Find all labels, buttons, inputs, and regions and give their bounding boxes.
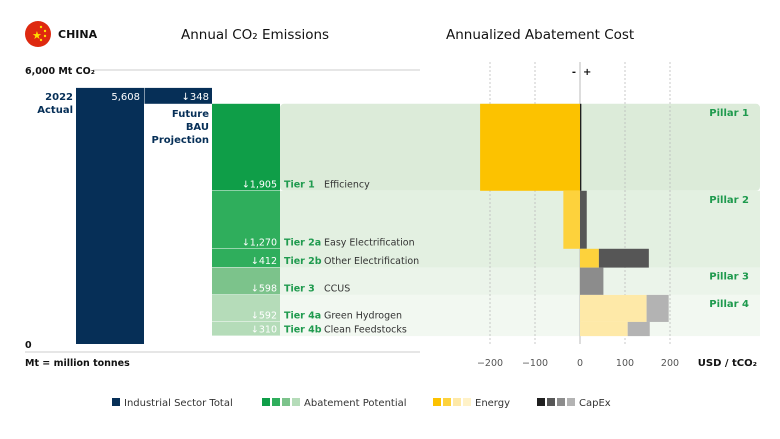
abatement-value-label: ↓592 <box>251 310 277 321</box>
legend-swatch <box>443 398 451 406</box>
bau-label: Projection <box>152 135 209 146</box>
negative-sign-label: - <box>572 67 576 78</box>
legend-swatch <box>433 398 441 406</box>
tier-name: Clean Feedstocks <box>324 325 407 336</box>
flag-star: ★ <box>32 29 42 42</box>
left-chart-title: Annual CO₂ Emissions <box>181 27 329 43</box>
energy-cost-bar <box>580 248 599 268</box>
actual-label: Actual <box>37 105 73 116</box>
x-tick-label: 0 <box>577 358 583 369</box>
energy-cost-bar <box>563 190 580 249</box>
actual-2022-bar <box>76 87 144 344</box>
pillar-label: Pillar 2 <box>709 195 749 206</box>
unit-note: Mt = million tonnes <box>25 358 130 369</box>
bau-reduction-label: ↓348 <box>182 92 209 103</box>
legend-swatch <box>262 398 270 406</box>
flag-small-star <box>39 38 43 42</box>
tier-label: Tier 1 <box>284 179 315 190</box>
bau-label: Future <box>172 109 209 120</box>
abatement-value-label: ↓1,905 <box>242 179 277 190</box>
abatement-value-label: ↓598 <box>251 283 277 294</box>
legend-swatch <box>112 398 120 406</box>
x-tick-label: 100 <box>616 358 634 369</box>
bau-label: BAU <box>186 122 209 133</box>
abatement-bar-tier-4a <box>212 294 280 322</box>
x-tick-label: 200 <box>661 358 679 369</box>
flag-small-star <box>43 29 47 33</box>
legend-swatch <box>567 398 575 406</box>
pillar-band-4 <box>280 294 760 337</box>
legend-label: Energy <box>475 398 510 409</box>
tier-label: Tier 2a <box>284 237 321 248</box>
legend-swatch <box>453 398 461 406</box>
legend-swatch <box>537 398 545 406</box>
abatement-value-label: ↓412 <box>251 256 277 267</box>
tier-name: CCUS <box>324 283 350 294</box>
energy-cost-bar <box>480 103 580 191</box>
flag-small-star <box>39 25 43 29</box>
legend-label: Abatement Potential <box>304 398 407 409</box>
pillar-label: Pillar 3 <box>709 272 749 283</box>
y-axis-zero-label: 0 <box>25 340 32 351</box>
legend-swatch <box>557 398 565 406</box>
country-label: CHINA <box>58 28 98 41</box>
energy-cost-bar <box>580 321 628 337</box>
tier-name: Efficiency <box>324 179 370 190</box>
pillar-label: Pillar 1 <box>709 108 749 119</box>
tier-name: Other Electrification <box>324 256 419 267</box>
pillar-band-3 <box>280 267 760 295</box>
x-axis-label: USD / tCO₂ <box>698 358 757 369</box>
abatement-bar-tier-3 <box>212 267 280 295</box>
abatement-value-label: ↓1,270 <box>242 237 277 248</box>
legend-swatch <box>547 398 555 406</box>
tier-label: Tier 4a <box>284 310 321 321</box>
energy-cost-bar <box>580 294 647 322</box>
legend-label: Industrial Sector Total <box>124 398 233 409</box>
capex-cost-bar <box>627 321 650 337</box>
legend-swatch <box>272 398 280 406</box>
legend-swatch <box>292 398 300 406</box>
abatement-bar-tier-2a <box>212 190 280 249</box>
capex-cost-bar <box>598 248 649 268</box>
legend-label: CapEx <box>579 398 611 409</box>
capex-cost-bar <box>580 190 587 249</box>
flag-small-star <box>43 34 47 38</box>
actual-label: 2022 <box>45 92 73 103</box>
legend-swatch <box>463 398 471 406</box>
tier-name: Green Hydrogen <box>324 310 402 321</box>
y-axis-top-label: 6,000 Mt CO₂ <box>25 66 95 77</box>
capex-cost-bar <box>580 267 604 295</box>
china-flag-icon <box>25 21 51 47</box>
actual-value-label: 5,608 <box>111 92 140 103</box>
capex-cost-bar <box>646 294 669 322</box>
tier-label: Tier 4b <box>284 325 322 336</box>
bau-reduction-bar <box>144 87 212 104</box>
right-chart-title: Annualized Abatement Cost <box>446 27 634 43</box>
pillar-label: Pillar 4 <box>709 299 749 310</box>
abatement-value-label: ↓310 <box>251 325 277 336</box>
x-tick-label: −100 <box>522 358 548 369</box>
tier-label: Tier 3 <box>284 283 315 294</box>
abatement-bar-tier-4b <box>212 321 280 336</box>
legend-swatch <box>282 398 290 406</box>
tier-label: Tier 2b <box>284 256 322 267</box>
x-tick-label: −200 <box>477 358 503 369</box>
abatement-bar-tier-1 <box>212 103 280 191</box>
tier-name: Easy Electrification <box>324 237 415 248</box>
pillar-band-2 <box>280 190 760 268</box>
abatement-bar-tier-2b <box>212 248 280 268</box>
capex-cost-bar <box>580 103 582 191</box>
positive-sign-label: + <box>583 67 591 78</box>
